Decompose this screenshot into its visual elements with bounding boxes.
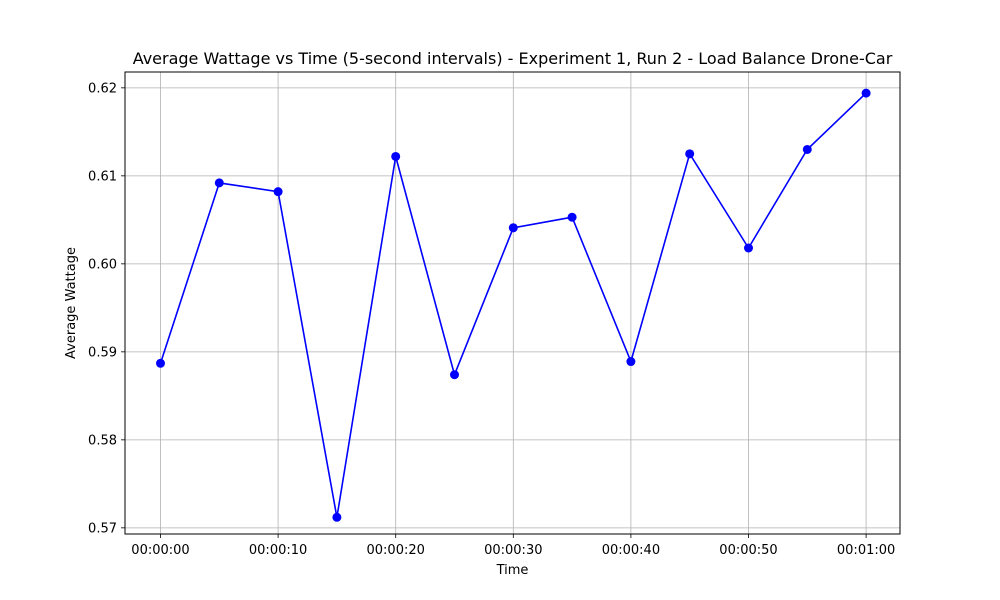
data-point bbox=[685, 149, 695, 159]
data-point bbox=[802, 144, 812, 154]
y-axis: 0.57 0.58 0.59 0.60 0.61 0.62 bbox=[88, 81, 125, 536]
y-tick-label: 0.61 bbox=[88, 169, 117, 184]
data-point bbox=[744, 243, 753, 253]
plot-area bbox=[124, 71, 901, 535]
x-tick-label: 00:00:20 bbox=[367, 543, 425, 558]
x-axis: 00:00:00 00:00:10 00:00:20 00:00:30 00:00:40… bbox=[131, 534, 895, 558]
grid bbox=[125, 72, 900, 534]
y-tick-label: 0.58 bbox=[88, 433, 117, 448]
data-point bbox=[391, 151, 401, 161]
data-point bbox=[450, 370, 459, 380]
x-tick-label: 00:00:50 bbox=[719, 543, 777, 558]
data-point bbox=[332, 512, 342, 522]
x-tick-label: 00:00:00 bbox=[131, 543, 189, 558]
x-tick-label: 00:00:10 bbox=[249, 543, 307, 558]
chart-title: Average Wattage vs Time (5-second interv… bbox=[133, 49, 893, 68]
x-tick-label: 00:00:30 bbox=[484, 543, 542, 558]
y-tick-label: 0.59 bbox=[88, 345, 117, 360]
y-axis-label: Average Wattage bbox=[64, 247, 79, 359]
x-tick-label: 00:00:40 bbox=[602, 543, 660, 558]
x-tick-label: 00:01:00 bbox=[837, 543, 895, 558]
y-tick-label: 0.62 bbox=[88, 81, 117, 96]
x-axis-label: Time bbox=[496, 563, 529, 578]
data-point bbox=[214, 178, 224, 188]
series-markers bbox=[156, 88, 871, 522]
data-point bbox=[567, 212, 577, 222]
data-point bbox=[156, 358, 165, 368]
y-tick-label: 0.57 bbox=[88, 521, 117, 536]
y-tick-label: 0.60 bbox=[88, 257, 117, 272]
data-point bbox=[273, 187, 283, 197]
data-point bbox=[508, 223, 518, 233]
data-point bbox=[626, 357, 636, 367]
data-point bbox=[861, 88, 871, 98]
